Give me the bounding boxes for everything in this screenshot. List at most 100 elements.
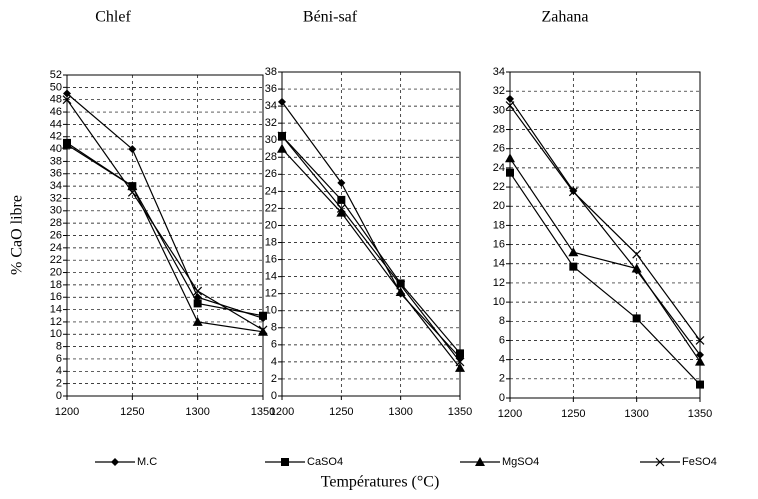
y-tick-label: 36 xyxy=(265,83,277,95)
series-line xyxy=(509,105,701,341)
marker xyxy=(336,203,346,213)
plot-frame xyxy=(509,71,701,399)
y-tick-label: 24 xyxy=(493,162,505,174)
y-tick-label: 30 xyxy=(493,104,505,116)
marker xyxy=(62,139,72,149)
y-tick-label: 34 xyxy=(265,100,277,112)
marker xyxy=(505,153,515,163)
y-tick-label: 38 xyxy=(265,66,277,78)
legend-marker xyxy=(655,457,665,467)
marker xyxy=(192,316,203,326)
y-tick-label: 34 xyxy=(50,180,62,192)
marker xyxy=(455,357,465,367)
y-tick-label: 30 xyxy=(50,205,62,217)
y-tick-label: 50 xyxy=(50,81,62,93)
series-line xyxy=(281,135,461,363)
y-tick-label: 20 xyxy=(493,200,505,212)
y-tick-label: 26 xyxy=(50,229,62,241)
y-tick-label: 6 xyxy=(271,339,277,351)
x-tick-label: 1350 xyxy=(688,408,712,420)
y-tick-label: 36 xyxy=(50,168,62,180)
marker xyxy=(696,350,704,359)
y-tick-label: 22 xyxy=(493,181,505,193)
y-tick-label: 18 xyxy=(50,279,62,291)
marker xyxy=(506,168,514,177)
x-tick-label: 1200 xyxy=(55,406,79,418)
y-tick-label: 2 xyxy=(271,373,277,385)
y-tick-label: 32 xyxy=(265,117,277,129)
marker xyxy=(569,262,578,271)
y-tick-label: 28 xyxy=(493,123,505,135)
marker xyxy=(395,286,406,296)
y-tick-label: 30 xyxy=(265,134,277,146)
y-tick-label: 24 xyxy=(265,185,277,197)
marker xyxy=(127,187,137,197)
y-axis-label: % CaO libre xyxy=(9,195,26,275)
x-tick-label: 1200 xyxy=(498,408,522,420)
series-line xyxy=(66,93,264,319)
marker xyxy=(193,286,203,296)
marker xyxy=(568,247,579,257)
y-tick-label: 16 xyxy=(265,253,277,265)
marker xyxy=(277,131,287,141)
x-tick-label: 1300 xyxy=(624,408,648,420)
y-tick-label: 4 xyxy=(499,354,505,366)
marker xyxy=(568,187,578,197)
marker xyxy=(128,145,137,154)
x-tick-label: 1250 xyxy=(329,406,353,418)
series-line xyxy=(66,144,264,333)
series-line xyxy=(509,157,701,362)
marker xyxy=(63,89,71,98)
x-tick-label: 1350 xyxy=(448,406,472,418)
y-tick-label: 6 xyxy=(499,334,505,346)
legend-label: FeSO4 xyxy=(682,456,717,468)
y-tick-label: 2 xyxy=(56,378,62,390)
y-tick-label: 14 xyxy=(50,303,62,315)
marker xyxy=(258,326,268,336)
y-tick-label: 8 xyxy=(499,315,505,327)
y-tick-label: 46 xyxy=(50,106,62,118)
y-tick-label: 8 xyxy=(271,322,277,334)
legend-label: M.C xyxy=(137,456,157,468)
y-tick-label: 44 xyxy=(50,118,62,130)
marker xyxy=(193,299,202,308)
y-tick-label: 40 xyxy=(50,143,62,155)
y-tick-label: 20 xyxy=(50,266,62,278)
y-tick-label: 12 xyxy=(265,288,277,300)
marker xyxy=(337,178,346,187)
y-tick-label: 26 xyxy=(493,143,505,155)
series-line xyxy=(281,135,461,354)
y-tick-label: 20 xyxy=(265,219,277,231)
marker xyxy=(456,349,464,358)
y-tick-label: 0 xyxy=(499,392,505,404)
x-tick-label: 1350 xyxy=(251,406,275,418)
y-tick-label: 14 xyxy=(493,258,505,270)
marker xyxy=(506,94,514,103)
y-tick-label: 42 xyxy=(50,131,62,143)
legend-label: CaSO4 xyxy=(307,456,343,468)
y-tick-label: 16 xyxy=(493,238,505,250)
y-tick-label: 22 xyxy=(265,202,277,214)
y-tick-label: 28 xyxy=(50,217,62,229)
marker xyxy=(396,280,406,290)
x-tick-label: 1250 xyxy=(561,408,585,420)
x-axis-label: Températures (°C) xyxy=(321,474,440,491)
y-tick-label: 48 xyxy=(50,94,62,106)
marker xyxy=(696,380,704,389)
y-tick-label: 0 xyxy=(271,390,277,402)
series-line xyxy=(281,101,461,359)
x-tick-label: 1300 xyxy=(185,406,209,418)
panel-title: Béni-saf xyxy=(303,9,358,26)
marker xyxy=(259,311,267,320)
plot-frame xyxy=(281,71,461,397)
legend-label: MgSO4 xyxy=(502,456,539,468)
y-tick-label: 12 xyxy=(493,277,505,289)
marker xyxy=(278,97,286,106)
y-tick-label: 24 xyxy=(50,242,62,254)
y-tick-label: 28 xyxy=(265,151,277,163)
y-tick-label: 18 xyxy=(493,219,505,231)
marker xyxy=(396,279,405,288)
y-tick-label: 52 xyxy=(50,69,62,81)
y-tick-label: 34 xyxy=(493,66,505,78)
y-tick-label: 22 xyxy=(50,254,62,266)
